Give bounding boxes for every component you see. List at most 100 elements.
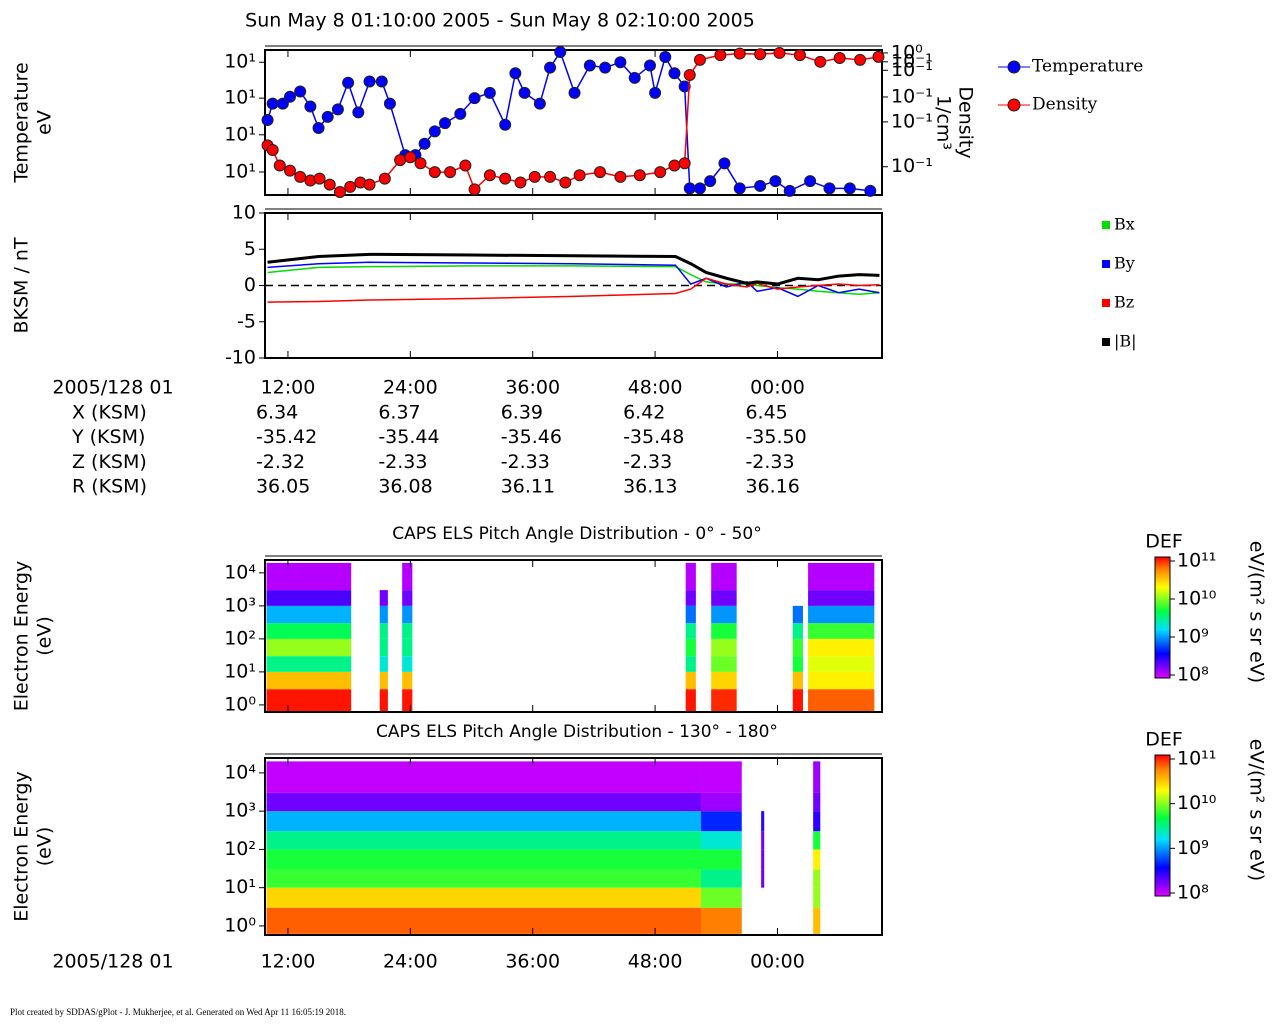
data-point [518, 86, 531, 99]
data-point [683, 182, 696, 195]
data-point [404, 151, 417, 164]
colorbar-label: DEF [1145, 729, 1183, 751]
data-point [833, 51, 846, 64]
data-point [514, 176, 527, 189]
x-tick-label: 36:00 [505, 951, 560, 973]
heatmap-cell [711, 638, 737, 657]
legend-label: Bz [1114, 293, 1134, 312]
data-point [283, 90, 296, 103]
y-tick-label: 10⁻¹ [891, 110, 933, 132]
data-point [843, 182, 856, 195]
legend-label: Temperature [1032, 57, 1143, 77]
y-tick-label: 10⁰ [224, 693, 256, 715]
y-tick-label: 10⁻¹ [891, 85, 933, 107]
data-point [678, 80, 691, 93]
data-point [804, 175, 817, 188]
data-point [483, 86, 496, 99]
x-axis-label: 2005/128 01 [52, 377, 173, 399]
plot-frame [264, 757, 883, 936]
data-point [528, 170, 541, 183]
heatmap-cell [402, 623, 413, 639]
colorbar-label: DEF [1145, 531, 1183, 553]
data-point [342, 76, 355, 89]
heatmap-cell [700, 887, 742, 908]
x-tick-label: 24:00 [383, 951, 438, 973]
data-point [414, 157, 427, 170]
series-line [267, 261, 880, 298]
heatmap-cell [266, 811, 701, 832]
heatmap-cell [711, 671, 737, 690]
ephemeris-value: -2.32 [256, 451, 305, 473]
heatmap-cell [761, 849, 765, 870]
heatmap-cell [808, 590, 875, 606]
colorbar-tick-label: 10¹⁰ [1177, 792, 1216, 814]
colorbar-tick-label: 10⁸ [1177, 882, 1209, 904]
ephemeris-value: 36.16 [745, 476, 799, 498]
data-point [312, 122, 325, 135]
legend-label: Density [1032, 95, 1098, 115]
data-point [394, 154, 407, 167]
y-axis-label: BKSM / nT [11, 237, 33, 333]
heatmap-cell [792, 638, 803, 657]
heatmap-cell [711, 605, 737, 624]
heatmap-cell [266, 887, 701, 908]
heatmap-cell [266, 671, 352, 690]
legend-label: By [1114, 254, 1135, 273]
footer: Plot created by SDDAS/gPlot - J. Mukherj… [10, 1007, 346, 1017]
heatmap-cell [379, 638, 388, 657]
ephemeris-value: 6.39 [501, 402, 543, 424]
data-point [668, 159, 681, 172]
data-point [331, 103, 344, 116]
colorbar-unit: eV/(m² s sr eV) [1246, 739, 1268, 881]
data-point [344, 180, 357, 193]
heatmap-cell [379, 623, 388, 639]
data-point [261, 113, 274, 126]
colorbar-tick-label: 10⁸ [1177, 664, 1209, 686]
y-tick-label: 10³ [224, 594, 256, 616]
data-point [654, 166, 667, 179]
heatmap-cell [808, 656, 875, 672]
heatmap-cell [685, 638, 696, 657]
heatmap-cell [813, 869, 821, 888]
heatmap-cell [761, 831, 765, 850]
y-tick-label: 10¹ [224, 160, 256, 182]
chart-title: CAPS ELS Pitch Angle Distribution - 0° -… [392, 524, 761, 544]
colorbar-tick-label: 10¹¹ [1177, 550, 1216, 572]
heatmap-cell [266, 562, 352, 591]
heatmap-cell [266, 605, 352, 624]
heatmap-cell [379, 656, 388, 672]
heatmap-cell [266, 831, 701, 850]
y-tick-label: 10¹ [224, 123, 256, 145]
x-tick-label: 12:00 [261, 951, 316, 973]
heatmap-cell [379, 671, 388, 690]
data-point [773, 46, 786, 59]
data-point [333, 186, 346, 199]
ephemeris-value: 36.05 [256, 476, 310, 498]
legend-swatch [1102, 299, 1110, 307]
data-point [428, 166, 441, 179]
chart-title: CAPS ELS Pitch Angle Distribution - 130°… [376, 722, 778, 742]
ephemeris-value: 6.45 [745, 402, 787, 424]
heatmap-cell [402, 656, 413, 672]
data-point [704, 175, 717, 188]
x-tick-label: 00:00 [750, 951, 805, 973]
heatmap-cell [379, 590, 388, 606]
y-tick-label: 10⁴ [224, 561, 256, 583]
data-point [714, 49, 727, 62]
data-point [754, 179, 767, 192]
y-tick-label: 10⁴ [224, 761, 256, 783]
heatmap-cell [792, 671, 803, 690]
ephemeris-value: 36.11 [501, 476, 555, 498]
data-point [678, 157, 691, 170]
data-point [313, 172, 326, 185]
heatmap-cell [685, 656, 696, 672]
heatmap-cell [379, 605, 388, 624]
heatmap-cell [266, 656, 352, 672]
y-tick-label: 10¹ [224, 51, 256, 73]
y-tick-label: 10⁰ [224, 914, 256, 936]
ephemeris-label: R (KSM) [72, 476, 147, 498]
y-tick-label: 0 [244, 274, 256, 296]
heatmap-cell [685, 671, 696, 690]
plot-frame [264, 559, 883, 713]
